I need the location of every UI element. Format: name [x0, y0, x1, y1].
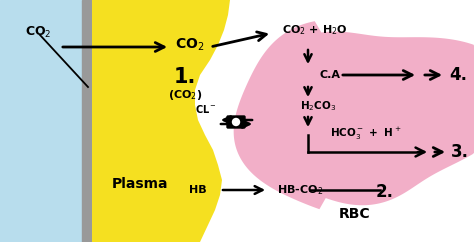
- Text: (CO$_2$): (CO$_2$): [168, 88, 202, 102]
- Bar: [0, 0, 82, 242]
- Text: HB: HB: [190, 185, 207, 195]
- Text: 4.: 4.: [449, 66, 467, 84]
- Text: CO$_2$ + H$_2$O: CO$_2$ + H$_2$O: [282, 23, 348, 37]
- Text: 1.: 1.: [174, 67, 196, 87]
- Text: RBC: RBC: [339, 207, 371, 221]
- Text: HCO$_3^-$ +  H$^+$: HCO$_3^-$ + H$^+$: [330, 126, 401, 142]
- Circle shape: [233, 119, 239, 126]
- FancyBboxPatch shape: [227, 116, 245, 128]
- Polygon shape: [92, 0, 230, 242]
- Text: C.A: C.A: [319, 70, 340, 80]
- Text: H$_2$CO$_3$: H$_2$CO$_3$: [300, 99, 336, 113]
- Bar: [82, 0, 92, 242]
- Text: 3.: 3.: [451, 143, 469, 161]
- Text: Plasma: Plasma: [112, 177, 168, 191]
- Polygon shape: [234, 21, 474, 209]
- Text: HB-CO$_2$: HB-CO$_2$: [277, 183, 323, 197]
- Text: 2.: 2.: [376, 183, 394, 201]
- Text: CO$_2$: CO$_2$: [25, 24, 51, 39]
- Text: CL$^-$: CL$^-$: [195, 103, 217, 115]
- Text: CO$_2$: CO$_2$: [175, 37, 205, 53]
